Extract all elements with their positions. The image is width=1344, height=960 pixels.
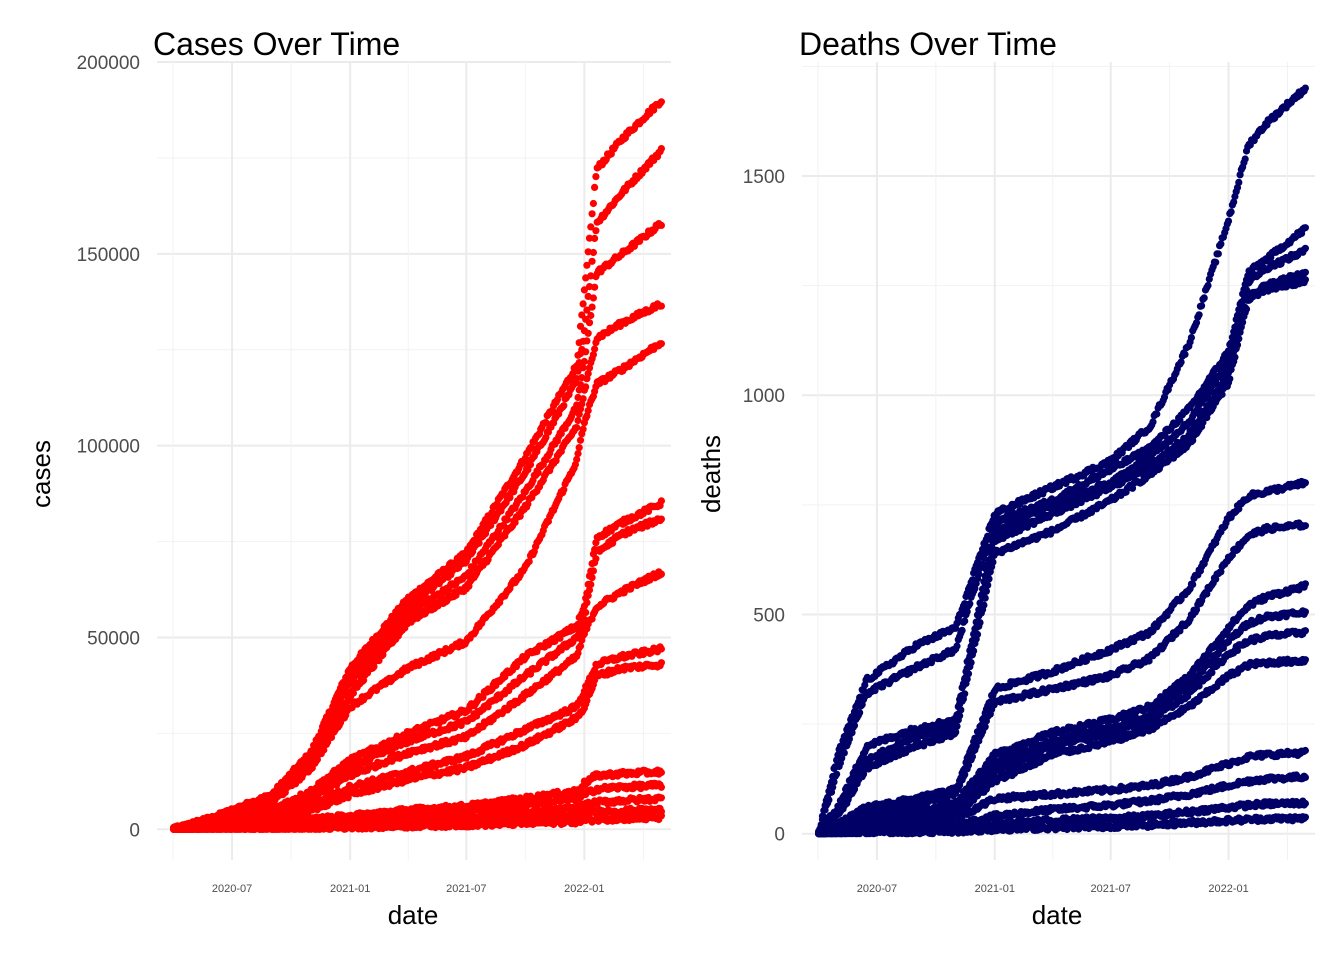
cases-data-point [582, 608, 590, 617]
cases-data-point [560, 402, 568, 410]
cases-data-point [579, 300, 587, 308]
cases-points [170, 98, 666, 833]
cases-data-point [526, 461, 535, 469]
cases-data-point [589, 567, 598, 575]
cases-data-point [583, 306, 591, 314]
cases-data-point [657, 98, 666, 106]
cases-data-point [583, 599, 591, 607]
cases-data-point [592, 227, 600, 235]
cases-data-point [573, 424, 581, 432]
cases-data-point [574, 416, 582, 425]
cases-data-point [657, 302, 666, 310]
cases-data-point [587, 311, 595, 320]
cases-data-point [475, 539, 483, 547]
cases-data-point [503, 516, 511, 524]
cases-data-point [592, 555, 600, 563]
cases-data-point [588, 257, 596, 265]
cases-data-point [542, 418, 550, 427]
cases-data-point [657, 794, 666, 802]
cases-data-point [588, 574, 596, 582]
cases-data-point [657, 783, 666, 791]
cases-series-1 [170, 98, 666, 833]
cases-data-point [588, 210, 596, 218]
cases-data-point [580, 286, 589, 294]
cases-data-point [589, 248, 598, 257]
cases-data-point [580, 357, 589, 366]
cases-data-point [588, 303, 596, 311]
cases-data-point [591, 283, 599, 291]
cases-data-point [582, 383, 590, 391]
cases-data-point [528, 443, 536, 452]
cases-data-point [587, 580, 595, 589]
cases-data-point [576, 436, 585, 444]
cases-data-point [584, 329, 592, 337]
cases-data-point [585, 319, 594, 327]
cases-data-point [657, 497, 666, 505]
cases-data-point [587, 223, 595, 231]
cases-data-point [657, 221, 666, 229]
cases-data-point [657, 570, 666, 578]
cases-data-point [591, 345, 599, 353]
cases-data-point [585, 234, 594, 242]
cases-data-point [589, 351, 598, 359]
cases-data-point [582, 348, 590, 356]
cases-data-point [657, 515, 666, 523]
cases-data-point [575, 444, 583, 452]
cases-data-point [583, 337, 591, 345]
cases-chart-panel: Cases Over Time 050000100000150000200000… [26, 26, 671, 930]
cases-data-point [579, 364, 587, 372]
cases-chart-title: Cases Over Time [153, 26, 400, 62]
cases-data-point [589, 294, 598, 302]
cases-data-point [574, 367, 582, 375]
cases-data-point [579, 395, 587, 403]
cases-data-point [583, 261, 591, 269]
cases-data-point [657, 645, 666, 653]
cases-data-point [657, 768, 666, 777]
cases-data-point [349, 689, 357, 697]
cases-data-point [579, 425, 587, 433]
cases-data-point [657, 145, 666, 153]
cases-data-point [534, 469, 542, 477]
cases-data-point [574, 450, 582, 458]
cases-data-point [592, 173, 600, 181]
cases-data-point [584, 407, 592, 415]
cases-data-point [591, 234, 599, 242]
cases-data-point [657, 659, 666, 667]
cases-data-point [657, 340, 666, 348]
cases-data-point [589, 199, 598, 208]
cases-data-point [575, 386, 583, 394]
cases-data-point [584, 370, 592, 378]
cases-data-point [591, 183, 599, 191]
